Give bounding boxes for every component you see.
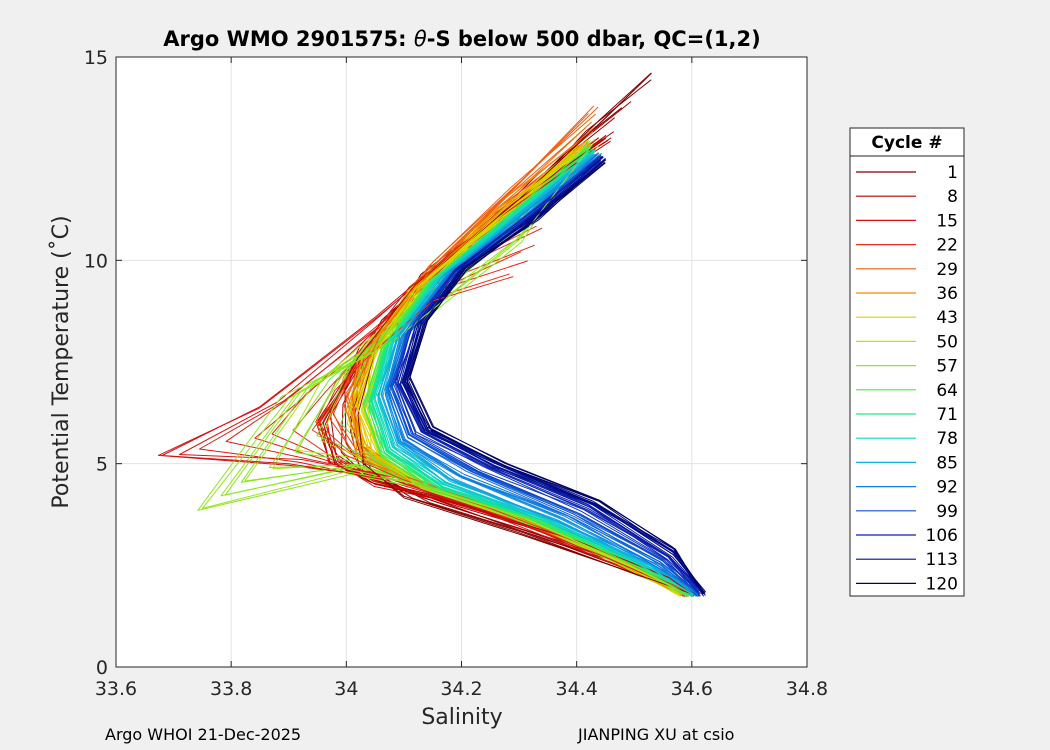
- profile-line-cycle-92: [386, 154, 698, 595]
- legend-label: 85: [936, 453, 958, 473]
- x-axis-label: Salinity: [421, 705, 502, 730]
- x-tick-label: 34.6: [671, 678, 713, 700]
- legend-entry: 106: [856, 526, 958, 546]
- x-tick-label: 34: [334, 678, 358, 700]
- legend-entry: 36: [856, 284, 958, 304]
- legend-label: 36: [936, 284, 958, 304]
- profile-line-cycle-113: [403, 158, 704, 595]
- y-tick-label: 5: [96, 454, 108, 476]
- profile-line-cycle-85: [380, 154, 698, 595]
- legend-entry: 57: [856, 357, 958, 377]
- legend-entry: 99: [856, 502, 958, 522]
- profile-line-cycle-64: [363, 146, 687, 595]
- legend-entry: 92: [856, 478, 958, 498]
- legend-entry: 113: [856, 550, 958, 570]
- footer-left: Argo WHOI 21-Dec-2025: [105, 725, 302, 744]
- legend: Cycle # 18152229364350576471788592991061…: [849, 127, 965, 597]
- legend-label: 57: [936, 357, 958, 377]
- legend-entry: 78: [856, 429, 958, 449]
- profile-line-cycle-57: [201, 142, 687, 595]
- legend-label: 71: [936, 405, 958, 425]
- footer-right: JIANPING XU at csio: [578, 725, 735, 744]
- legend-label: 1: [947, 163, 958, 183]
- profile-line: [389, 160, 697, 595]
- legend-label: 50: [936, 332, 958, 352]
- profile-line-cycle-78: [374, 150, 693, 595]
- legend-entry: 15: [856, 211, 958, 231]
- x-tick-label: 33.6: [95, 678, 137, 700]
- x-tick-label: 34.8: [786, 678, 828, 700]
- legend-label: 78: [936, 429, 958, 449]
- legend-label: 15: [936, 211, 958, 231]
- axis-ticks: 33.6 33.8 34 34.2 34.4 34.6 34.8 0 5 10 15: [84, 47, 828, 700]
- legend-label: 106: [926, 526, 958, 546]
- legend-entry: 120: [856, 574, 958, 594]
- y-tick-label: 15: [84, 47, 108, 69]
- legend-label: 64: [936, 381, 958, 401]
- legend-label: 92: [936, 478, 958, 498]
- y-tick-label: 0: [96, 657, 108, 679]
- legend-entry: 85: [856, 453, 958, 473]
- legend-label: 29: [936, 260, 958, 280]
- profile-lines: [157, 72, 706, 598]
- legend-label: 8: [947, 187, 958, 207]
- legend-entry: 64: [856, 381, 958, 401]
- chart-title: Argo WMO 2901575: θ-S below 500 dbar, QC…: [163, 27, 760, 51]
- profile-line-cycle-106: [397, 158, 704, 595]
- legend-label: 113: [926, 550, 958, 570]
- legend-entry: 8: [856, 187, 958, 207]
- y-tick-label: 10: [84, 250, 108, 272]
- profile-line-cycle-1: [357, 72, 692, 595]
- x-tick-label: 34.4: [556, 678, 598, 700]
- legend-title: Cycle #: [871, 133, 942, 153]
- x-tick-label: 34.2: [440, 678, 482, 700]
- legend-label: 99: [936, 502, 958, 522]
- profile-line-cycle-120: [409, 162, 704, 595]
- legend-entry: 22: [856, 236, 958, 256]
- profile-line-cycle-15: [161, 162, 681, 591]
- y-axis-label: Potential Temperature (˚C): [49, 215, 74, 508]
- legend-label: 22: [936, 236, 958, 256]
- legend-entry: 50: [856, 332, 958, 352]
- legend-entries: 1 8 15 22 29 36 43 50 57 64 71 78 85 92 99 106 113 120: [856, 163, 958, 594]
- legend-box: [849, 127, 965, 597]
- legend-label: 120: [926, 574, 958, 594]
- legend-entry: 1: [856, 163, 958, 183]
- profile-line-cycle-99: [391, 158, 698, 595]
- legend-entry: 71: [856, 405, 958, 425]
- legend-entry: 43: [856, 308, 958, 328]
- legend-entry: 29: [856, 260, 958, 280]
- x-tick-label: 33.8: [210, 678, 252, 700]
- legend-label: 43: [936, 308, 958, 328]
